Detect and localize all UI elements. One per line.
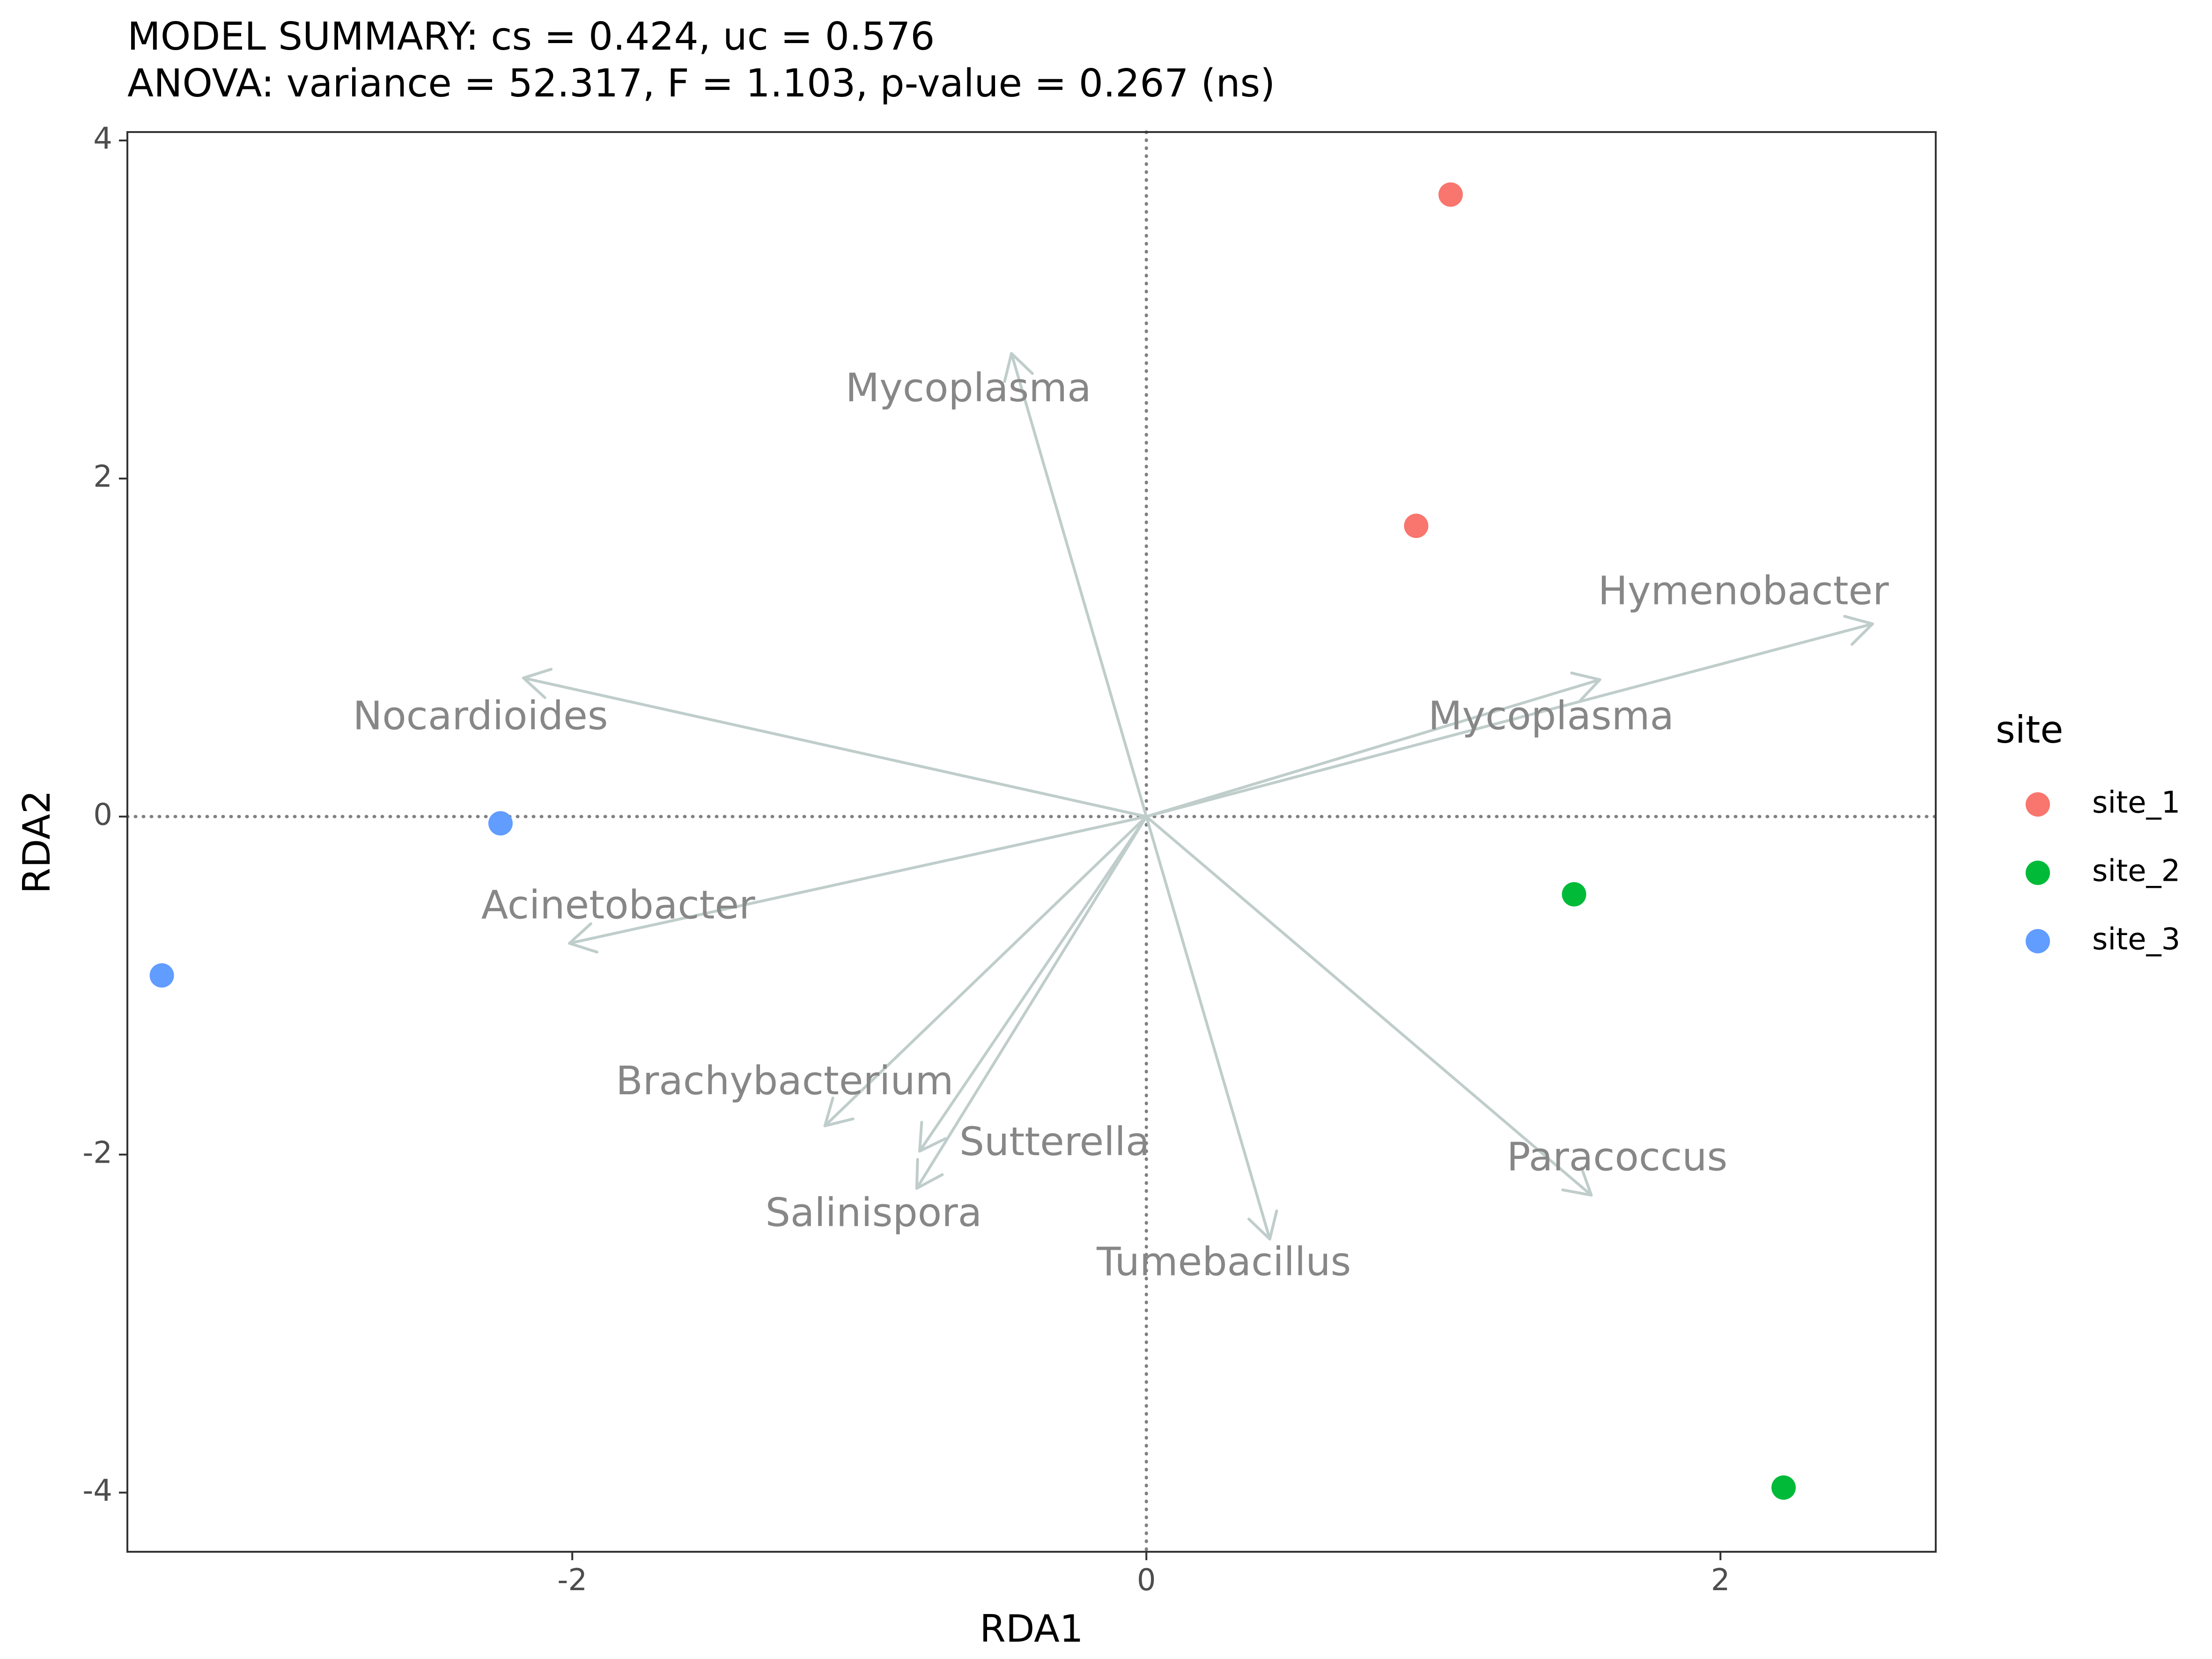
arrow-shaft [1010, 352, 1148, 818]
arrow-shaft [915, 815, 1148, 1190]
legend-label-site_3: site_3 [2092, 922, 2180, 957]
arrow-label: Paracoccus [1507, 1134, 1727, 1180]
arrow-label: Hymenobacter [1598, 568, 1889, 613]
arrow-shaft [568, 815, 1148, 945]
arrow-head [1843, 615, 1874, 646]
arrow-head [1003, 352, 1034, 383]
data-point-site_3 [488, 811, 513, 836]
arrow-label: Tumebacillus [1096, 1239, 1351, 1284]
y-tick-label: 2 [93, 460, 112, 494]
legend-title: site [1996, 708, 2064, 752]
arrow-shaft [1145, 678, 1601, 818]
data-point-site_1 [1404, 514, 1429, 538]
arrow-shaft [823, 815, 1148, 1128]
arrow-head [918, 1121, 947, 1153]
arrow-head [823, 1096, 855, 1128]
data-point-site_1 [1438, 182, 1463, 207]
legend-key-site_1 [2026, 792, 2050, 817]
arrow-label: Salinispora [766, 1190, 982, 1236]
arrow-head [1570, 671, 1601, 702]
arrow-shaft [1145, 815, 1593, 1197]
data-point-site_2 [1562, 882, 1586, 907]
arrow-head [1247, 1209, 1278, 1241]
data-point-site_2 [1771, 1475, 1796, 1500]
y-tick-label: 4 [93, 122, 112, 156]
arrow-head [522, 668, 553, 699]
legend-label-site_2: site_2 [2092, 854, 2180, 889]
arrow-label: Sutterella [959, 1119, 1150, 1165]
y-axis-title: RDA2 [15, 790, 59, 893]
x-tick-label: -2 [557, 1563, 587, 1598]
x-tick-label: 0 [1137, 1563, 1156, 1598]
arrow-shaft [522, 676, 1148, 818]
arrow-label: Brachybacterium [616, 1058, 953, 1104]
legend-key-site_3 [2026, 929, 2050, 953]
plot-border [126, 131, 1937, 1553]
arrow-head [1561, 1166, 1593, 1197]
arrow-shaft [1145, 622, 1874, 818]
chart-subtitle: ANOVA: variance = 52.317, F = 1.103, p-v… [127, 61, 1275, 106]
arrow-label: Nocardioides [353, 693, 608, 738]
arrow-shaft [1145, 815, 1271, 1241]
arrow-head [915, 1158, 944, 1190]
plot-area: Mycoplasma Hymenobacter Mycoplasma Nocardio… [125, 130, 1938, 1554]
legend-key-site_2 [2026, 861, 2050, 885]
x-axis-title: RDA1 [980, 1607, 1083, 1651]
x-tick-label: 2 [1711, 1563, 1730, 1598]
arrow-shaft [918, 815, 1148, 1153]
legend-label-site_1: site_1 [2092, 786, 2180, 820]
chart-title: MODEL SUMMARY: cs = 0.424, uc = 0.576 [127, 15, 935, 59]
y-tick-label: -2 [82, 1135, 112, 1170]
y-tick-label: 0 [93, 797, 112, 832]
arrow-label: Acinetobacter [481, 882, 755, 928]
arrow-label: Mycoplasma [1428, 693, 1674, 738]
axis-ticks: -2 0 2 -4 -2 0 2 4 [82, 122, 1730, 1598]
arrow-head [568, 922, 599, 954]
arrow-label: Mycoplasma [846, 365, 1091, 411]
y-tick-label: -4 [82, 1474, 112, 1508]
data-point-site_3 [149, 963, 174, 988]
legend: site site_1 site_2 site_3 [1996, 708, 2180, 957]
